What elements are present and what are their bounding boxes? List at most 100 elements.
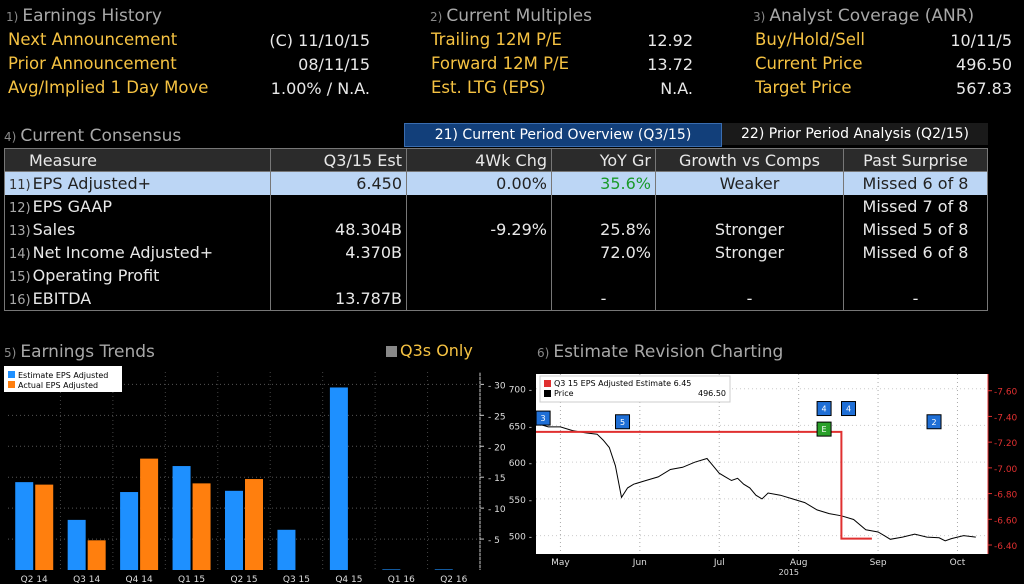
row-measure: EPS GAAP — [32, 197, 113, 216]
legend-swatch-actual — [8, 381, 15, 388]
est-ltg-value: N.A. — [660, 79, 693, 98]
current-multiples-title[interactable]: 2) Current Multiples — [430, 6, 592, 26]
right-tick-label: -6.60 — [994, 516, 1018, 526]
row-surprise — [843, 264, 988, 287]
row-comps: Stronger — [655, 218, 844, 241]
event-marker — [615, 414, 631, 430]
left-tick-label: 550 - — [509, 496, 532, 506]
event-marker — [535, 410, 551, 426]
table-row[interactable]: 16) EBITDA 13.787B - - - — [4, 287, 988, 311]
current-consensus-title[interactable]: 4) Current Consensus — [4, 126, 182, 146]
y-tick-label: - 5 — [488, 536, 500, 546]
current-price-value: 496.50 — [956, 55, 1012, 74]
bar-estimate — [15, 482, 34, 570]
x-tick-label: Q1 15 — [178, 575, 205, 584]
current-price-label: Current Price — [755, 54, 863, 73]
row-chg — [406, 241, 552, 264]
x-tick-label: Jun — [632, 558, 647, 568]
x-tick-label: Aug — [790, 558, 808, 568]
revision-chart: 500 - 550 - 600 - 650 - 700 - -6.40 -6.60 -6.80… — [509, 374, 1018, 577]
x-tick-label: Jul — [713, 558, 725, 568]
x-tick-label: Sep — [870, 558, 887, 568]
table-row[interactable]: 12) EPS GAAP Missed 7 of 8 — [4, 195, 988, 218]
row-est — [270, 195, 407, 218]
plot-area — [536, 374, 988, 554]
earnings-trends-title[interactable]: 5) Earnings Trends — [4, 342, 155, 362]
tab-prior-period[interactable]: 22) Prior Period Analysis (Q2/15) — [722, 123, 988, 145]
event-marker-label: 5 — [620, 418, 625, 427]
buy-hold-sell-label: Buy/Hold/Sell — [755, 30, 866, 49]
legend-swatch-estimate — [8, 371, 15, 378]
legend-swatch-price — [544, 390, 551, 397]
x-tick-label: Q4 14 — [126, 575, 153, 584]
x-tick-label: Q3 15 — [283, 575, 310, 584]
row-yoy — [551, 195, 656, 218]
q3s-only-toggle[interactable]: Q3s Only — [386, 341, 473, 360]
bar-actual — [35, 484, 54, 570]
consensus-header-row: Measure Q3/15 Est 4Wk Chg YoY Gr Growth … — [4, 148, 988, 172]
row-est — [270, 264, 407, 287]
col-growth-vs-comps[interactable]: Growth vs Comps — [655, 148, 844, 172]
table-row[interactable]: 13) Sales 48.304B -9.29% 25.8% Stronger M… — [4, 218, 988, 241]
legend-box — [4, 366, 122, 392]
row-surprise: - — [843, 287, 988, 311]
prior-announcement-label: Prior Announcement — [8, 54, 177, 73]
bar-estimate — [172, 466, 191, 570]
tab-current-period[interactable]: 21) Current Period Overview (Q3/15) — [404, 123, 722, 147]
table-row[interactable]: 14) Net Income Adjusted+ 4.370B 72.0% Str… — [4, 241, 988, 264]
target-price-label: Target Price — [755, 78, 852, 97]
row-chg — [406, 195, 552, 218]
x-tick-label: Q1 16 — [388, 575, 415, 584]
col-4wk-chg[interactable]: 4Wk Chg — [406, 148, 552, 172]
row-chg: -9.29% — [406, 218, 552, 241]
event-marker — [816, 401, 832, 417]
legend-value-price: 496.50 — [698, 389, 726, 398]
row-measure: Sales — [32, 220, 76, 239]
right-tick-label: -6.80 — [994, 491, 1018, 501]
x-tick-label: Oct — [950, 558, 966, 568]
row-surprise: Missed 6 of 8 — [843, 241, 988, 264]
earnings-history-title[interactable]: 1) Earnings History — [6, 6, 162, 26]
legend-label-estimate: Q3 15 EPS Adjusted Estimate 6.45 — [554, 379, 691, 388]
row-surprise: Missed 6 of 8 — [843, 171, 988, 195]
avg-implied-move-label: Avg/Implied 1 Day Move — [8, 78, 209, 97]
col-yoy-gr[interactable]: YoY Gr — [551, 148, 656, 172]
row-measure: EBITDA — [32, 289, 92, 308]
row-comps — [655, 264, 844, 287]
trailing-pe-label: Trailing 12M P/E — [431, 30, 562, 49]
bar-actual — [245, 479, 263, 570]
row-yoy: 72.0% — [551, 241, 656, 264]
buy-hold-sell-value: 10/11/5 — [950, 31, 1012, 50]
x-tick-label: Q2 15 — [230, 575, 257, 584]
legend-label-estimate: Estimate EPS Adjusted — [18, 371, 108, 380]
row-est: 6.450 — [270, 171, 407, 195]
bar-actual — [87, 540, 106, 570]
row-est: 48.304B — [270, 218, 407, 241]
analyst-coverage-title[interactable]: 3) Analyst Coverage (ANR) — [753, 6, 975, 26]
next-announcement-value: (C) 11/10/15 — [269, 31, 370, 50]
col-past-surprise[interactable]: Past Surprise — [843, 148, 988, 172]
row-surprise: Missed 7 of 8 — [843, 195, 988, 218]
table-row[interactable]: 15) Operating Profit — [4, 264, 988, 287]
row-est: 4.370B — [270, 241, 407, 264]
bar-estimate — [225, 490, 243, 570]
row-comps: Stronger — [655, 241, 844, 264]
row-yoy: 25.8% — [551, 218, 656, 241]
row-yoy: - — [551, 287, 656, 311]
event-marker-label: E — [822, 425, 827, 434]
right-tick-label: -6.40 — [994, 542, 1018, 552]
right-tick-label: -7.00 — [994, 465, 1018, 475]
col-est[interactable]: Q3/15 Est — [270, 148, 407, 172]
bar-estimate — [382, 569, 401, 570]
y-tick-label: - 15 — [488, 474, 506, 484]
table-row[interactable]: 11) EPS Adjusted+ 6.450 0.00% 35.6% Weake… — [4, 171, 988, 195]
row-measure: Operating Profit — [32, 266, 160, 285]
revision-chart-title[interactable]: 6) Estimate Revision Charting — [537, 342, 784, 362]
x-tick-label: Q2 14 — [21, 575, 48, 584]
bar-estimate — [277, 529, 296, 570]
est-ltg-label: Est. LTG (EPS) — [431, 78, 546, 97]
col-measure[interactable]: Measure — [4, 148, 271, 172]
prior-announcement-value: 08/11/15 — [298, 55, 370, 74]
row-chg — [406, 264, 552, 287]
bar-actual — [192, 483, 211, 570]
